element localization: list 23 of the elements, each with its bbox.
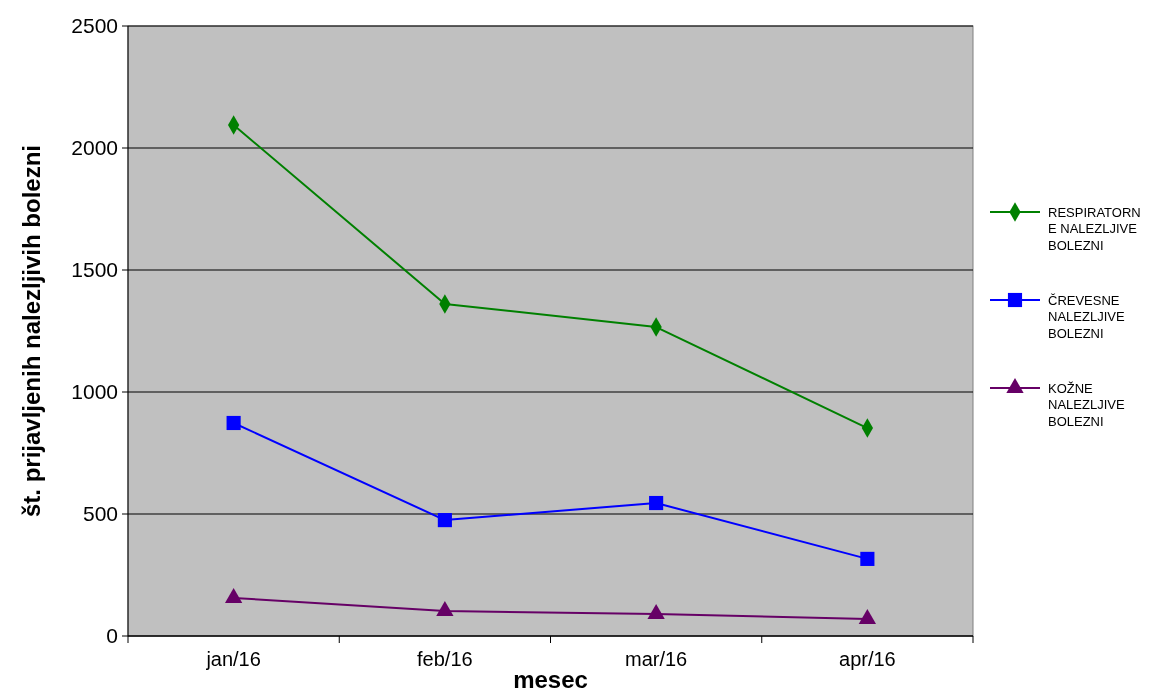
y-tick-label: 1000 <box>71 380 118 404</box>
point <box>436 601 454 617</box>
y-axis-title: št. prijavljenih nalezljivih bolezni <box>18 144 45 518</box>
x-axis-title: mesec <box>513 666 588 693</box>
y-tick-label: 2500 <box>71 14 118 38</box>
point <box>647 604 665 620</box>
point <box>649 495 664 511</box>
legend-label: KOŽNE NALEZLJIVE BOLEZNI <box>1048 380 1125 430</box>
x-tick-label: jan/16 <box>205 648 261 670</box>
x-tick-label: mar/16 <box>625 648 688 670</box>
y-tick-label: 2000 <box>71 136 118 160</box>
y-tick-label: 1500 <box>71 258 118 282</box>
y-tick-label: 0 <box>106 624 118 648</box>
legend-label: RESPIRATORNE NALEZLJIVE BOLEZNI <box>1048 204 1141 254</box>
point <box>226 415 241 431</box>
point <box>437 513 452 528</box>
y-tick-label: 500 <box>82 502 118 526</box>
point <box>224 587 243 603</box>
x-tick-label: feb/16 <box>417 648 473 670</box>
point <box>860 551 875 566</box>
legend-label: ČREVESNE NALEZLJIVE BOLEZNI <box>1048 292 1125 342</box>
x-tick-label: apr/16 <box>839 648 896 670</box>
point <box>858 608 877 624</box>
